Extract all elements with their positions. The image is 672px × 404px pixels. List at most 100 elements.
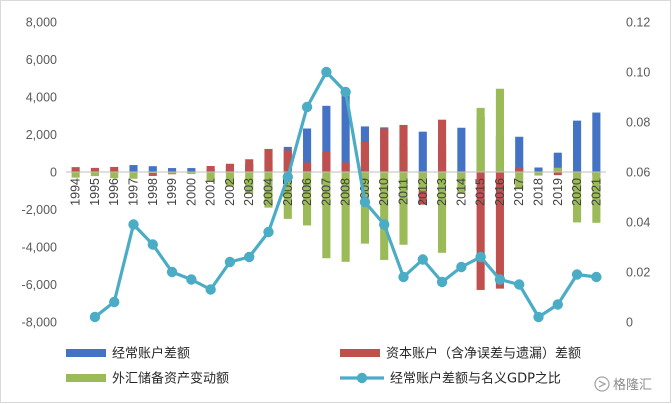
line-point-2009 bbox=[359, 196, 371, 208]
bar-0-2012 bbox=[418, 131, 427, 172]
bar-0-2008 bbox=[341, 93, 350, 172]
bar-0-1998 bbox=[148, 166, 157, 172]
bar-2-2013 bbox=[438, 172, 447, 253]
y-left-tick-label-1: -6,000 bbox=[22, 278, 57, 292]
bar-2-2012 bbox=[418, 172, 427, 191]
line-point-1996 bbox=[109, 296, 120, 308]
legend-label-1: 资本账户（含净误差与遗漏）差额 bbox=[386, 346, 581, 362]
bar-2-2015 bbox=[476, 107, 485, 173]
x-tick-label-2011: 2011 bbox=[397, 178, 411, 205]
line-point-2003 bbox=[244, 251, 255, 263]
legend-item-3: 经常账户差额与名义GDP之比 bbox=[340, 371, 561, 387]
bar-1-2005 bbox=[283, 150, 292, 172]
bar-1-2013 bbox=[438, 119, 447, 172]
line-point-2013 bbox=[436, 276, 448, 288]
line-point-2015 bbox=[475, 251, 486, 263]
bar-1-2003 bbox=[245, 159, 254, 172]
legend-swatch-0 bbox=[66, 349, 106, 357]
line-point-1999 bbox=[166, 266, 178, 278]
bar-2-2002 bbox=[225, 172, 234, 187]
x-tick-label-2008: 2008 bbox=[339, 178, 353, 206]
bar-2-2000 bbox=[187, 172, 196, 175]
y-left-tick-label-4: 0 bbox=[50, 166, 57, 180]
x-tick-label-1999: 1999 bbox=[165, 178, 179, 206]
bar-2-2004 bbox=[264, 172, 273, 208]
line-point-2019 bbox=[552, 299, 563, 310]
x-tick-label-1996: 1996 bbox=[107, 178, 121, 206]
line-point-2016 bbox=[494, 274, 506, 285]
bar-2-2011 bbox=[399, 172, 408, 245]
line-point-2001 bbox=[205, 284, 216, 295]
legend-item-1: 资本账户（含净误差与遗漏）差额 bbox=[340, 346, 581, 362]
bar-1-1998 bbox=[148, 172, 157, 176]
bar-1-2002 bbox=[225, 163, 234, 172]
y-left-tick-label-6: 4,000 bbox=[26, 91, 57, 105]
bar-1-2016 bbox=[495, 172, 504, 289]
line-point-2012 bbox=[417, 254, 428, 265]
line-point-2014 bbox=[456, 261, 467, 273]
line-point-1995 bbox=[89, 311, 101, 323]
line-point-2011 bbox=[398, 271, 409, 283]
bar-series-0 bbox=[71, 93, 601, 173]
y-right-tick-label-4: 0.08 bbox=[626, 116, 650, 130]
x-tick-label-2000: 2000 bbox=[184, 178, 198, 206]
x-tick-label-2013: 2013 bbox=[435, 178, 449, 206]
bar-2-1994 bbox=[71, 172, 80, 178]
x-tick-label-1998: 1998 bbox=[146, 178, 160, 206]
y-right-tick-label-0: 0 bbox=[626, 316, 633, 330]
y-right-tick-label-5: 0.10 bbox=[626, 66, 650, 80]
line-point-2006 bbox=[301, 101, 313, 113]
line-point-2004 bbox=[263, 226, 274, 238]
bar-2-2007 bbox=[322, 172, 331, 259]
bar-0-2018 bbox=[534, 167, 543, 172]
line-point-2021 bbox=[591, 271, 602, 283]
bar-2-2005 bbox=[283, 172, 292, 219]
bar-series-group bbox=[71, 88, 601, 290]
x-tick-label-2007: 2007 bbox=[319, 178, 333, 206]
bar-2-1999 bbox=[168, 172, 177, 174]
bar-2-2014 bbox=[457, 172, 466, 194]
bar-2-2006 bbox=[303, 172, 312, 226]
y-left-tick-label-2: -4,000 bbox=[22, 241, 57, 255]
watermark-text: 格隆汇 bbox=[613, 377, 652, 393]
bar-0-2014 bbox=[457, 127, 466, 172]
x-tick-label-2021: 2021 bbox=[589, 178, 603, 206]
line-point-2017 bbox=[514, 279, 525, 290]
y-left-tick-label-7: 6,000 bbox=[26, 53, 57, 67]
bar-0-1997 bbox=[129, 165, 138, 172]
bar-2-1996 bbox=[110, 172, 119, 179]
bar-2-1998 bbox=[148, 172, 157, 174]
bar-1-2004 bbox=[264, 148, 273, 172]
bar-2-2017 bbox=[515, 172, 524, 190]
bar-2-2003 bbox=[245, 172, 254, 194]
x-tick-label-2012: 2012 bbox=[416, 178, 430, 206]
bar-1-2011 bbox=[399, 124, 408, 172]
line-point-2000 bbox=[186, 274, 197, 285]
bar-2-2009 bbox=[360, 172, 369, 244]
bar-2-2008 bbox=[341, 172, 350, 262]
bar-1-2019 bbox=[553, 172, 562, 176]
line-point-2018 bbox=[533, 311, 544, 323]
legend-swatch-2 bbox=[66, 374, 106, 382]
y-right-tick-label-6: 0.12 bbox=[626, 16, 650, 30]
y-axis-left: -8,000 -6,000 -4,000 -2,000 0 2,000 4,000 6,000… bbox=[22, 16, 58, 330]
legend-label-3: 经常账户差额与名义GDP之比 bbox=[390, 371, 561, 387]
bar-0-1999 bbox=[168, 168, 177, 172]
legend-swatch-1 bbox=[340, 349, 380, 357]
bar-1-2008 bbox=[341, 162, 350, 172]
bar-1-2006 bbox=[303, 162, 312, 173]
bar-1-2017 bbox=[515, 167, 524, 173]
line-point-2008 bbox=[340, 86, 351, 98]
line-point-2007 bbox=[321, 66, 332, 78]
x-axis-labels: 1994 1995 1996 1997 1998 1999 2000 2001 2002 2003… bbox=[69, 178, 604, 206]
y-left-tick-label-3: -2,000 bbox=[22, 203, 57, 217]
bar-0-2017 bbox=[515, 136, 524, 172]
line-point-2005 bbox=[282, 171, 293, 183]
y-right-tick-label-3: 0.06 bbox=[626, 166, 650, 180]
bar-0-2007 bbox=[322, 105, 331, 172]
x-tick-label-2003: 2003 bbox=[242, 178, 256, 206]
legend-label-2: 外汇储备资产变动额 bbox=[112, 371, 229, 387]
legend-item-0: 经常账户差额 bbox=[66, 346, 190, 362]
